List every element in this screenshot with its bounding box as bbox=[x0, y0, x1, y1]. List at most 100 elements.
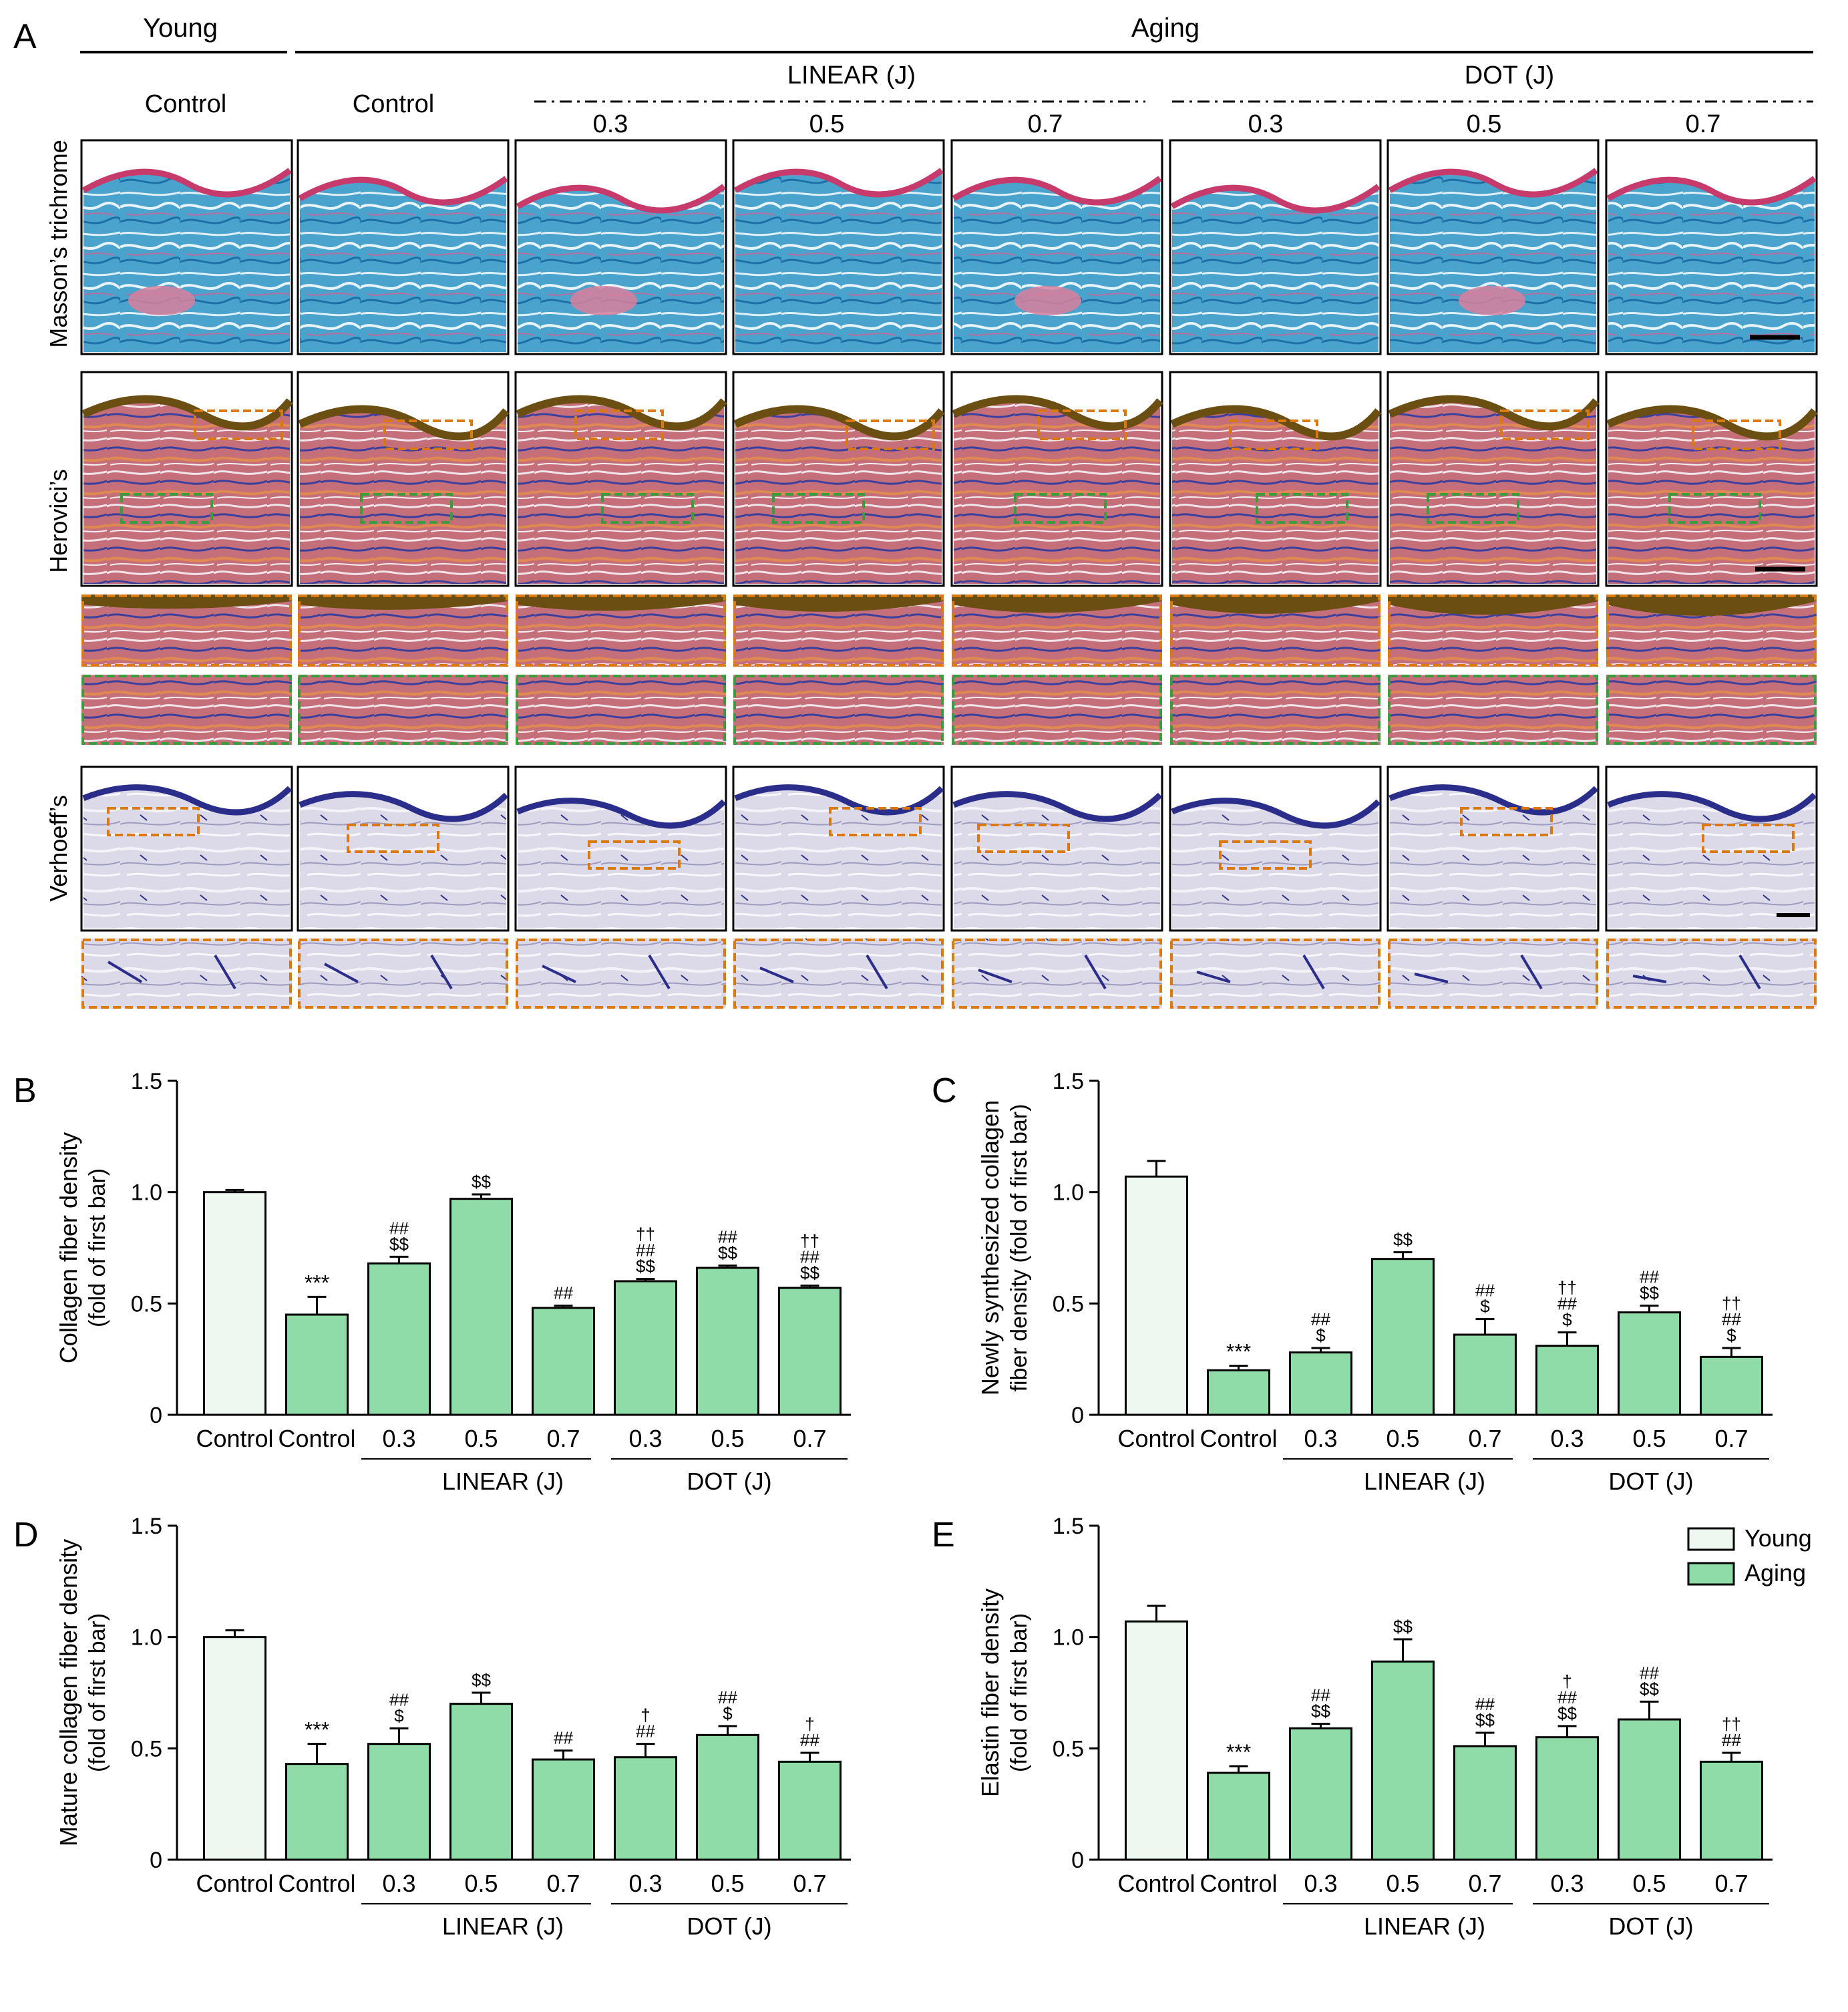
dermis-tissue bbox=[735, 170, 942, 352]
herovici-image bbox=[1387, 371, 1600, 587]
epidermis-layer bbox=[952, 791, 1163, 822]
bar bbox=[203, 1191, 266, 1416]
y-tick-label: 1.0 bbox=[131, 1625, 162, 1651]
zoom-frame bbox=[733, 595, 944, 667]
zoom-frame bbox=[1170, 939, 1380, 1009]
zoom-frame bbox=[1170, 675, 1380, 745]
follicle bbox=[128, 286, 195, 315]
dermis-tissue bbox=[1390, 170, 1596, 352]
x-tick-label: Control bbox=[1117, 1870, 1195, 1897]
bar bbox=[614, 1280, 677, 1416]
epidermis-layer bbox=[1170, 184, 1380, 214]
herovici-zoom-lower bbox=[1170, 675, 1380, 745]
significance-label: ## bbox=[554, 1728, 573, 1748]
epidermis-layer bbox=[1170, 405, 1382, 441]
significance-label: ## bbox=[718, 1687, 737, 1707]
epidermis-layer bbox=[733, 168, 944, 198]
significance-label: *** bbox=[1226, 1740, 1251, 1764]
zoom-frame bbox=[952, 595, 1162, 667]
zoom-box-lower bbox=[601, 493, 694, 524]
zoom-frame bbox=[1388, 939, 1598, 1009]
zoom-box-lower bbox=[1256, 493, 1348, 524]
x-tick-label: Control bbox=[1199, 1870, 1277, 1897]
panel-letter: B bbox=[13, 1071, 37, 1110]
zoom-tissue bbox=[952, 939, 1162, 1009]
zoom-box bbox=[347, 824, 439, 853]
verhoeff-image bbox=[1605, 766, 1818, 932]
epidermis-layer bbox=[299, 791, 509, 822]
herovici-zoom-lower bbox=[733, 675, 944, 745]
epidermis-layer bbox=[298, 405, 510, 441]
x-tick-label: Control bbox=[278, 1425, 355, 1452]
epidermis-layer bbox=[952, 395, 1163, 431]
epidermis-layer bbox=[1388, 168, 1598, 198]
zoom-box bbox=[1219, 840, 1312, 870]
herovici-zoom-upper bbox=[516, 595, 726, 667]
zoom-box-upper bbox=[383, 420, 473, 450]
y-tick-label: 0 bbox=[150, 1848, 162, 1873]
legend: Young Aging bbox=[1687, 1524, 1812, 1586]
panel-letter: E bbox=[932, 1516, 955, 1554]
group-label-young: Young bbox=[143, 13, 218, 43]
significance-label: $$ bbox=[472, 1670, 491, 1690]
bar bbox=[1618, 1718, 1681, 1861]
zoom-tissue bbox=[298, 939, 508, 1009]
herovici-image bbox=[732, 371, 945, 587]
y-axis-label: Elastin fiber density bbox=[976, 1588, 1004, 1797]
significance-label: $$ bbox=[389, 1234, 409, 1254]
zoom-box-upper bbox=[1229, 420, 1318, 450]
significance-label: ## bbox=[1722, 1730, 1741, 1750]
y-tick-label: 1.5 bbox=[131, 1514, 162, 1539]
bar bbox=[203, 1636, 266, 1861]
bar bbox=[1371, 1258, 1435, 1416]
zoom-box-lower bbox=[360, 493, 453, 524]
significance-label: ## bbox=[1475, 1281, 1495, 1301]
bar bbox=[449, 1198, 513, 1416]
dermis-tissue bbox=[300, 409, 506, 584]
herovici-image bbox=[950, 371, 1163, 587]
significance-label: *** bbox=[305, 1271, 329, 1295]
y-axis-label-line2: (fold of first bar) bbox=[85, 1613, 110, 1772]
x-tick-label: 0.7 bbox=[1714, 1870, 1748, 1897]
masson-image bbox=[1387, 139, 1600, 355]
panel-letter-a: A bbox=[13, 17, 37, 56]
group-label: DOT (J) bbox=[687, 1468, 771, 1495]
y-tick-label: 1.0 bbox=[1053, 1625, 1084, 1651]
bar bbox=[285, 1313, 349, 1416]
elastin-fiber bbox=[107, 954, 236, 990]
zoom-tissue bbox=[1388, 675, 1598, 745]
significance-label: ## bbox=[1722, 1309, 1741, 1329]
zoom-box bbox=[977, 824, 1070, 853]
y-axis-label: Collagen fiber density bbox=[55, 1132, 82, 1363]
bar bbox=[1207, 1369, 1270, 1416]
y-axis-label: Newly synthesized collagen bbox=[976, 1100, 1004, 1395]
significance-label: $$ bbox=[1557, 1703, 1577, 1723]
zoom-box-upper bbox=[1692, 420, 1781, 450]
follicle bbox=[1014, 286, 1081, 315]
verhoeff-image bbox=[514, 766, 727, 932]
zoom-box bbox=[829, 807, 922, 836]
herovici-zoom-upper bbox=[81, 595, 292, 667]
chart-panel-c: C 0 0.5 1.0 1.5 Newly synthesized collagen fib… bbox=[932, 1069, 1773, 1495]
column-label: Control bbox=[353, 90, 435, 118]
significance-label: †† bbox=[1722, 1293, 1741, 1313]
elastin-fiber bbox=[978, 954, 1107, 990]
x-tick-label: 0.7 bbox=[1468, 1870, 1501, 1897]
x-tick-label: 0.3 bbox=[1304, 1425, 1337, 1452]
significance-label: $ bbox=[1726, 1325, 1736, 1345]
verhoeff-zoom bbox=[298, 939, 508, 1009]
herovici-zoom-upper bbox=[298, 595, 508, 667]
bar bbox=[1700, 1355, 1763, 1416]
significance-label: $$ bbox=[472, 1172, 491, 1192]
zoom-frame bbox=[1170, 595, 1380, 667]
significance-label: ## bbox=[1640, 1267, 1659, 1287]
x-tick-label: Control bbox=[196, 1425, 273, 1452]
y-tick-label: 0 bbox=[150, 1403, 162, 1428]
herovici-zoom-upper bbox=[1606, 595, 1817, 667]
dermis-tissue bbox=[83, 399, 290, 584]
x-tick-label: 0.3 bbox=[1304, 1870, 1337, 1897]
y-axis-label-line2: (fold of first bar) bbox=[85, 1168, 110, 1327]
x-tick-label: Control bbox=[1199, 1425, 1277, 1452]
x-tick-label: 0.5 bbox=[464, 1425, 498, 1452]
significance-label: ## bbox=[636, 1721, 655, 1741]
